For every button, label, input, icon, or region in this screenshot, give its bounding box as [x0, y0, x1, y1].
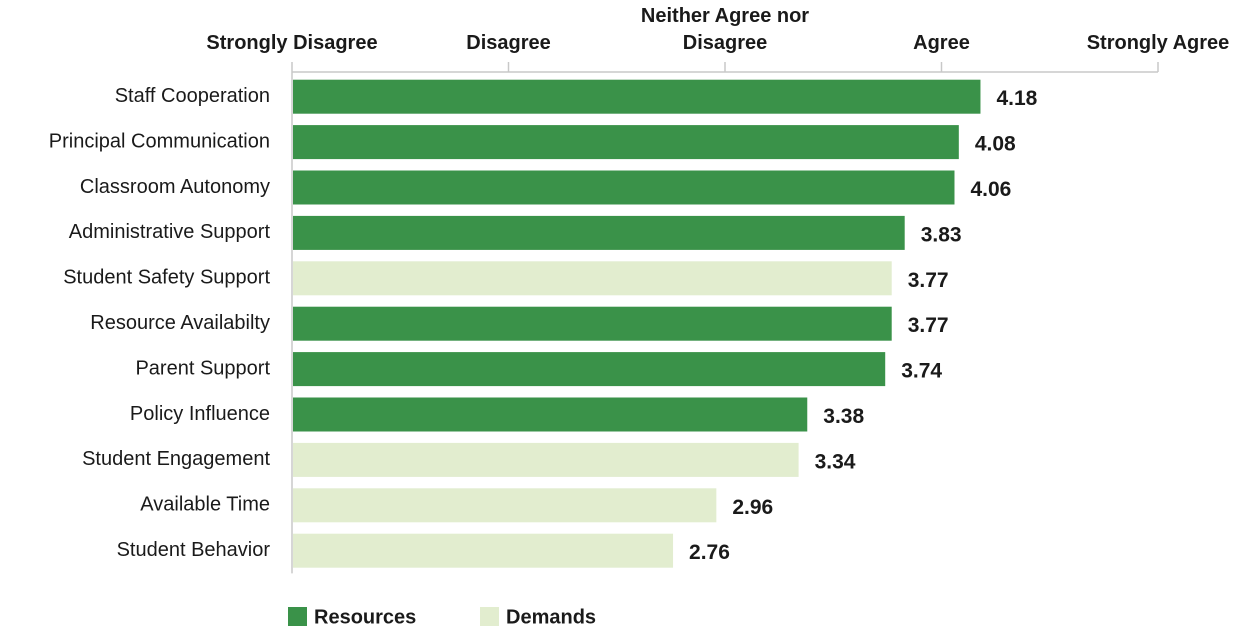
legend-label: Resources [314, 606, 416, 628]
bar [293, 488, 717, 523]
category-label: Resource Availabilty [90, 312, 270, 334]
data-label: 4.06 [970, 178, 1011, 201]
data-label: 3.83 [921, 223, 962, 246]
category-label: Classroom Autonomy [80, 176, 270, 198]
category-label: Student Engagement [82, 448, 270, 470]
bar [293, 533, 674, 568]
data-label: 3.77 [908, 314, 949, 337]
data-label: 3.34 [815, 450, 856, 473]
legend-swatch [288, 607, 307, 626]
bar [293, 442, 799, 477]
category-label: Administrative Support [69, 221, 271, 243]
category-label: Available Time [140, 494, 270, 516]
bar [293, 215, 905, 250]
data-label: 4.18 [996, 87, 1037, 110]
legend-swatch [480, 607, 499, 626]
x-tick-label: Neither Agree nor Disagree [640, 5, 810, 54]
data-label: 3.38 [823, 405, 864, 428]
bar [293, 352, 886, 387]
bar [293, 125, 959, 160]
x-tick-label: Disagree [466, 32, 551, 54]
category-label: Staff Cooperation [115, 85, 270, 107]
category-label: Policy Influence [130, 403, 270, 425]
x-tick-label: Strongly Agree [1086, 32, 1230, 54]
x-tick-label: Agree [913, 32, 970, 54]
data-label: 4.08 [975, 133, 1016, 156]
data-label: 2.96 [732, 496, 773, 519]
bar [293, 261, 892, 296]
legend-label: Demands [506, 606, 596, 628]
bar [293, 170, 955, 205]
category-label: Parent Support [135, 357, 270, 379]
category-label: Student Behavior [117, 539, 271, 561]
x-tick-label: Strongly Disagree [206, 32, 378, 54]
bar [293, 397, 808, 432]
bar [293, 79, 981, 114]
bar [293, 306, 892, 341]
data-label: 3.77 [908, 269, 949, 292]
category-label: Student Safety Support [63, 267, 270, 289]
data-label: 3.74 [901, 360, 942, 383]
data-label: 2.76 [689, 541, 730, 564]
category-label: Principal Communication [49, 130, 270, 152]
